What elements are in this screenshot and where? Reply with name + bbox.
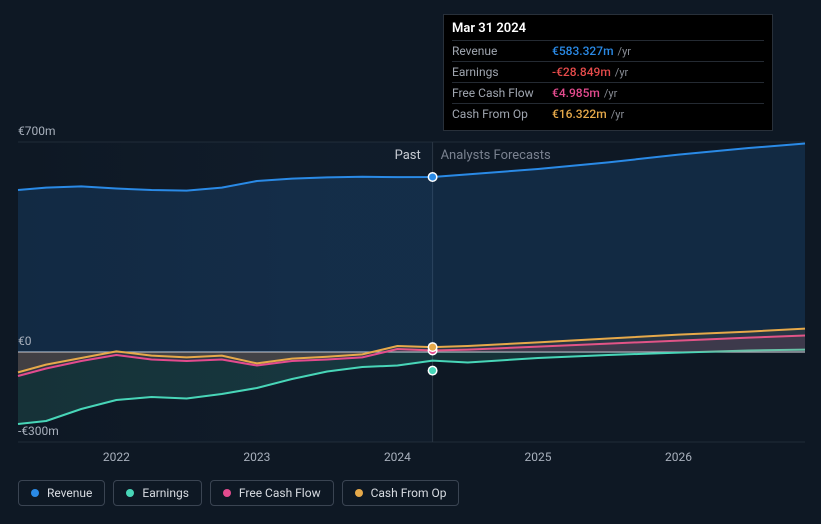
tooltip-metric-label: Earnings	[452, 65, 552, 79]
legend-item[interactable]: Earnings	[113, 480, 202, 506]
legend-label: Revenue	[47, 486, 92, 500]
tooltip-row: Cash From Op€16.322m/yr	[452, 103, 764, 124]
past-section-label: Past	[395, 148, 421, 163]
tooltip-metric-value: €583.327m	[552, 44, 614, 58]
tooltip-row: Revenue€583.327m/yr	[452, 40, 764, 61]
x-axis-label: 2022	[86, 450, 146, 464]
tooltip-title: Mar 31 2024	[452, 21, 764, 40]
tooltip-unit: /yr	[611, 108, 624, 121]
tooltip-metric-value: €16.322m	[552, 107, 607, 121]
legend-swatch	[31, 489, 39, 497]
y-axis-label: -€300m	[18, 424, 98, 438]
legend-swatch	[223, 489, 231, 497]
tooltip-metric-value: €4.985m	[552, 86, 600, 100]
chart-container: Mar 31 2024 Revenue€583.327m/yrEarnings-…	[0, 0, 821, 524]
y-axis-label: €700m	[18, 124, 98, 138]
hover-tooltip: Mar 31 2024 Revenue€583.327m/yrEarnings-…	[443, 14, 773, 131]
legend-item[interactable]: Free Cash Flow	[210, 480, 334, 506]
legend-swatch	[126, 489, 134, 497]
tooltip-row: Free Cash Flow€4.985m/yr	[452, 82, 764, 103]
legend-item[interactable]: Cash From Op	[342, 480, 460, 506]
legend-swatch	[355, 489, 363, 497]
legend-label: Free Cash Flow	[239, 486, 321, 500]
tooltip-metric-label: Cash From Op	[452, 107, 552, 121]
tooltip-unit: /yr	[618, 45, 631, 58]
tooltip-unit: /yr	[604, 87, 617, 100]
tooltip-unit: /yr	[615, 66, 628, 79]
legend-label: Earnings	[142, 486, 189, 500]
x-axis-label: 2023	[227, 450, 287, 464]
legend-item[interactable]: Revenue	[18, 480, 105, 506]
x-axis-label: 2025	[508, 450, 568, 464]
legend-label: Cash From Op	[371, 486, 447, 500]
legend: Revenue Earnings Free Cash Flow Cash From O…	[18, 480, 459, 506]
x-axis-label: 2026	[649, 450, 709, 464]
tooltip-metric-label: Free Cash Flow	[452, 86, 552, 100]
tooltip-metric-value: -€28.849m	[552, 65, 611, 79]
x-axis-label: 2024	[367, 450, 427, 464]
tooltip-metric-label: Revenue	[452, 44, 552, 58]
y-axis-label: €0	[18, 334, 98, 348]
tooltip-row: Earnings-€28.849m/yr	[452, 61, 764, 82]
forecast-section-label: Analysts Forecasts	[441, 148, 551, 163]
